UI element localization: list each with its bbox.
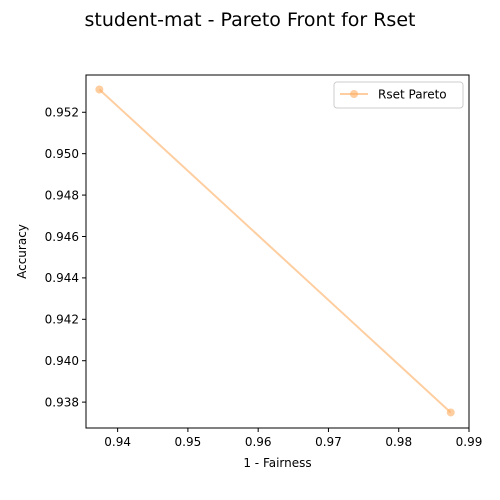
y-tick-label: 0.950 <box>45 147 79 161</box>
x-tick-label: 0.98 <box>385 435 412 449</box>
data-point <box>95 85 104 94</box>
data-point <box>446 408 455 417</box>
x-axis-title: 1 - Fairness <box>243 456 311 470</box>
y-axis: 0.938 0.940 0.942 0.944 0.946 0.948 0.950 0.952 <box>45 106 86 409</box>
x-tick-label: 0.99 <box>456 435 483 449</box>
x-tick-label: 0.97 <box>315 435 342 449</box>
y-tick-label: 0.948 <box>45 188 79 202</box>
legend: Rset Pareto <box>333 81 464 109</box>
y-tick-label: 0.944 <box>45 271 79 285</box>
legend-marker-swatch <box>350 90 358 98</box>
y-axis-title: Accuracy <box>15 224 29 279</box>
series-line <box>98 88 452 414</box>
y-tick-label: 0.938 <box>45 395 79 409</box>
y-tick-label: 0.940 <box>45 354 79 368</box>
chart-title: student-mat - Pareto Front for Rset <box>85 9 416 31</box>
x-tick-label: 0.94 <box>104 435 131 449</box>
y-tick-label: 0.942 <box>45 313 79 327</box>
x-axis: 0.94 0.95 0.96 0.97 0.98 0.99 <box>104 428 482 449</box>
series-layer <box>95 85 455 417</box>
legend-box <box>333 81 464 109</box>
x-tick-label: 0.95 <box>175 435 202 449</box>
x-tick-label: 0.96 <box>245 435 272 449</box>
y-tick-label: 0.952 <box>45 106 79 120</box>
y-tick-label: 0.946 <box>45 230 79 244</box>
legend-label: Rset Pareto <box>378 88 447 102</box>
plot-frame <box>85 74 470 429</box>
